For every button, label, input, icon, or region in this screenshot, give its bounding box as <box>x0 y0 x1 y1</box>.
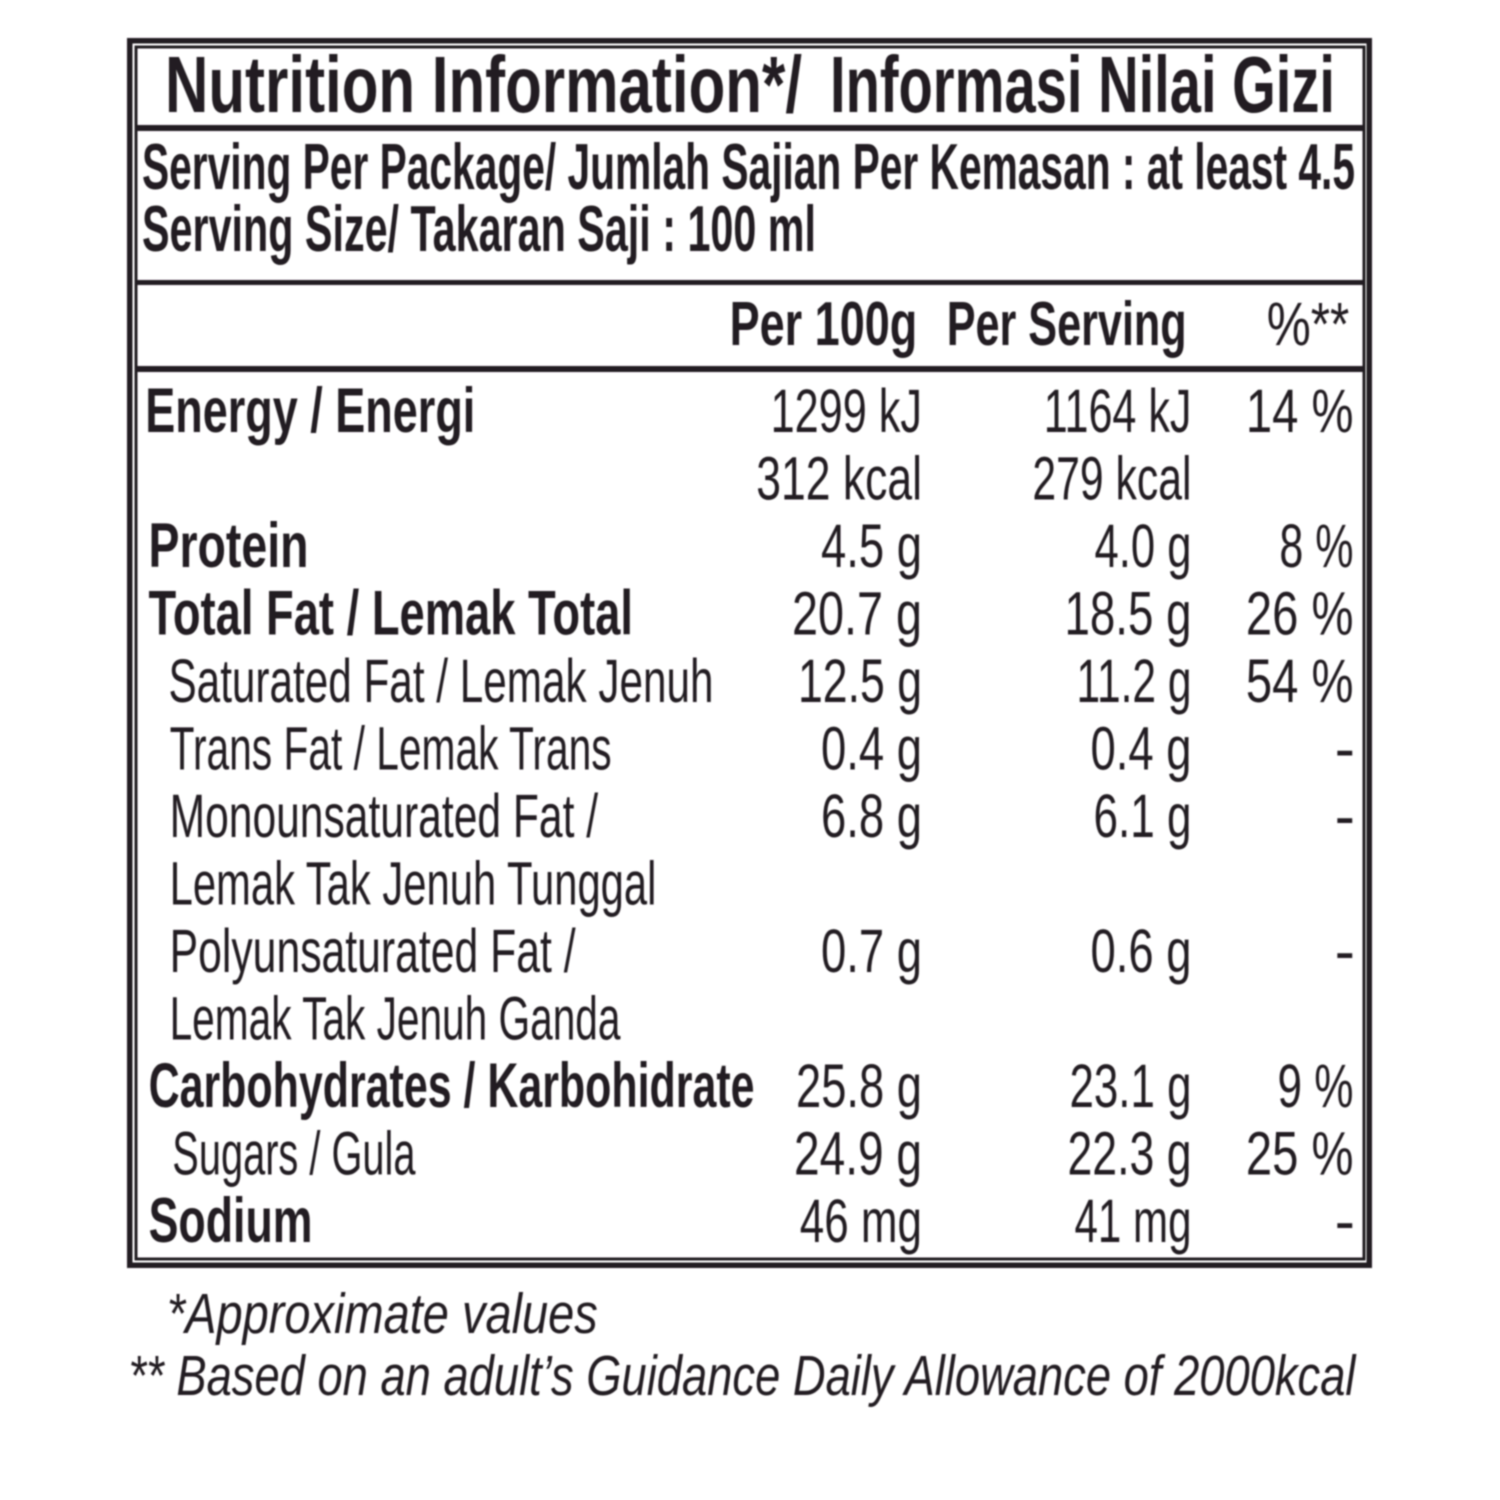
svg-text:312 kcal: 312 kcal <box>756 445 922 513</box>
svg-text:Saturated Fat / Lemak Jenuh: Saturated Fat / Lemak Jenuh <box>169 647 714 715</box>
svg-text:0.4 g: 0.4 g <box>821 715 922 783</box>
svg-text:Trans Fat / Lemak Trans: Trans Fat / Lemak Trans <box>170 715 612 783</box>
svg-text:Carbohydrates / Karbohidrate: Carbohydrates / Karbohidrate <box>149 1051 755 1121</box>
svg-text:0.4 g: 0.4 g <box>1091 715 1192 783</box>
svg-text:-: - <box>1335 1187 1355 1255</box>
svg-text:12.5 g: 12.5 g <box>798 647 922 715</box>
svg-text:Sugars / Gula: Sugars / Gula <box>172 1120 415 1188</box>
svg-text:25 %: 25 % <box>1246 1120 1354 1188</box>
svg-text:0.7 g: 0.7 g <box>821 917 922 985</box>
svg-text:1164 kJ: 1164 kJ <box>1044 377 1192 445</box>
svg-text:Monounsaturated Fat /: Monounsaturated Fat / <box>170 782 599 850</box>
svg-text:6.8 g: 6.8 g <box>821 782 922 850</box>
svg-text:Polyunsaturated Fat /: Polyunsaturated Fat / <box>170 917 576 985</box>
svg-text:279 kcal: 279 kcal <box>1032 445 1191 513</box>
svg-text:1299 kJ: 1299 kJ <box>771 377 922 445</box>
svg-text:9 %: 9 % <box>1278 1052 1354 1120</box>
svg-text:-: - <box>1335 715 1355 783</box>
svg-text:24.9 g: 24.9 g <box>794 1120 922 1188</box>
svg-text:Informasi Nilai Gizi: Informasi Nilai Gizi <box>830 40 1335 129</box>
svg-text:4.0 g: 4.0 g <box>1095 512 1192 580</box>
svg-text:** Based on an adult’s Guidanc: ** Based on an adult’s Guidance Daily Al… <box>129 1344 1357 1408</box>
svg-text:-: - <box>1335 782 1355 850</box>
svg-text:Per Serving: Per Serving <box>947 290 1187 359</box>
svg-text:54 %: 54 % <box>1246 647 1354 715</box>
svg-text:11.2 g: 11.2 g <box>1077 647 1192 715</box>
svg-text:Lemak Tak Jenuh Tunggal: Lemak Tak Jenuh Tunggal <box>170 850 657 918</box>
svg-text:0.6 g: 0.6 g <box>1091 917 1192 985</box>
svg-text:Protein: Protein <box>149 511 309 581</box>
svg-text:Nutrition Information*/: Nutrition Information*/ <box>165 40 802 129</box>
svg-text:20.7 g: 20.7 g <box>792 580 922 648</box>
svg-text:Lemak Tak Jenuh Ganda: Lemak Tak Jenuh Ganda <box>170 985 621 1053</box>
svg-text:25.8 g: 25.8 g <box>796 1052 922 1120</box>
svg-text:14 %: 14 % <box>1246 377 1354 445</box>
svg-text:26 %: 26 % <box>1246 580 1354 648</box>
svg-text:-: - <box>1335 917 1355 985</box>
svg-text:23.1 g: 23.1 g <box>1070 1052 1192 1120</box>
svg-text:4.5 g: 4.5 g <box>821 512 922 580</box>
svg-text:Energy / Energi: Energy / Energi <box>145 376 475 446</box>
svg-text:41 mg: 41 mg <box>1075 1187 1192 1255</box>
svg-text:Total Fat / Lemak Total: Total Fat / Lemak Total <box>149 579 634 649</box>
svg-text:Sodium: Sodium <box>149 1186 313 1256</box>
svg-text:Serving Size/ Takaran Saji : 1: Serving Size/ Takaran Saji : 100 ml <box>142 192 816 265</box>
svg-text:%**: %** <box>1267 290 1350 358</box>
svg-text:Per 100g: Per 100g <box>730 290 918 359</box>
svg-text:6.1 g: 6.1 g <box>1094 782 1192 850</box>
svg-text:18.5 g: 18.5 g <box>1065 580 1192 648</box>
svg-text:46 mg: 46 mg <box>800 1187 922 1255</box>
svg-text:*Approximate values: *Approximate values <box>167 1282 598 1346</box>
svg-text:8 %: 8 % <box>1279 512 1353 580</box>
svg-text:Serving Per Package/ Jumlah Sa: Serving Per Package/ Jumlah Sajian Per K… <box>142 130 1355 203</box>
svg-text:22.3 g: 22.3 g <box>1068 1120 1192 1188</box>
